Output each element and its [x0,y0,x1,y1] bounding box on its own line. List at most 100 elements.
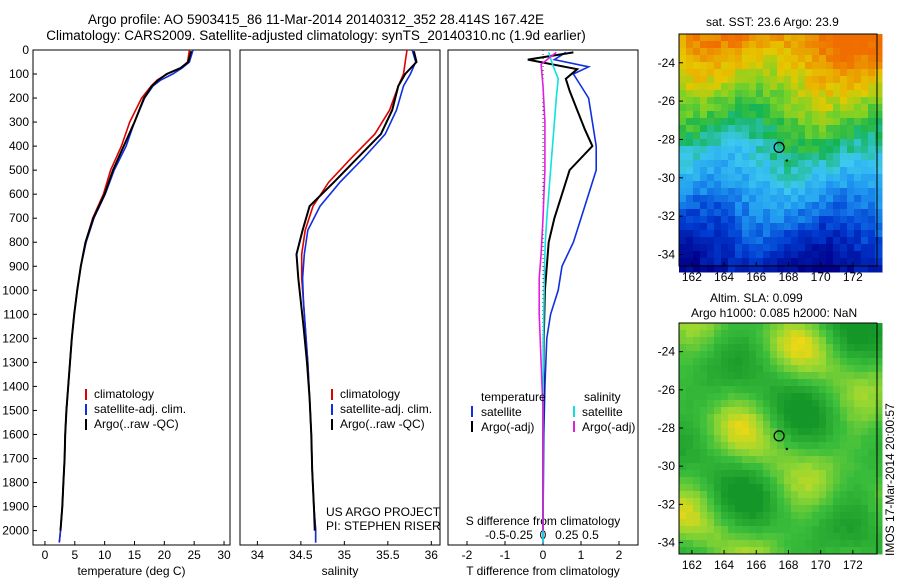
map-cell [833,421,841,429]
map-cell [847,442,855,450]
map-cell [742,428,750,436]
map-cell [854,139,862,147]
map-cell [721,202,729,210]
map-cell [784,251,792,259]
map-frame [678,33,878,267]
map-cell [707,230,715,238]
map-cell [854,104,862,112]
map-cell [861,428,869,436]
map-cell [798,216,806,224]
map-cell [714,181,722,189]
map-cell [805,125,813,133]
map-cell [819,379,827,387]
map-cell [714,358,722,366]
map-cell [714,265,722,273]
map-cell [798,90,806,98]
map-cell [791,470,799,478]
map-cell [735,379,743,387]
map-cell [819,484,827,492]
map-cell [819,244,827,252]
map-cell [861,181,869,189]
x-tick-label: 20 [158,548,172,562]
map-cell [693,55,701,63]
map-cell [833,244,841,252]
map-cell [847,125,855,133]
map-cell [770,351,778,359]
map-cell [777,209,785,217]
map-cell [735,125,743,133]
legend-label: Argo(-adj) [582,420,635,434]
map-cell [686,337,694,345]
map-cell [868,195,876,203]
map-cell [819,435,827,443]
map-cell [693,62,701,70]
map-cell [707,55,715,63]
map-cell [756,48,764,56]
map-cell [861,365,869,373]
map-cell [833,104,841,112]
map-cell [847,407,855,415]
x-tick-label: 0 [42,548,49,562]
map-cell [707,372,715,380]
map-cell [791,111,799,119]
map-cell [805,258,813,266]
map-cell [854,323,862,331]
map-cell [686,153,694,161]
map-cell [819,104,827,112]
map-cell [847,512,855,520]
map-cell [826,167,834,175]
map-cell [791,428,799,436]
map-cell [749,414,757,422]
map-cell [875,512,883,520]
map-cell [784,484,792,492]
map-cell [847,41,855,49]
map-cell [854,428,862,436]
map-cell [770,330,778,338]
map-cell [700,195,708,203]
map-cell [861,244,869,252]
map-cell [847,181,855,189]
map-cell [875,547,883,555]
map-cell [777,400,785,408]
map-cell [854,435,862,443]
map-cell [819,526,827,534]
map-cell [693,393,701,401]
map-cell [721,146,729,154]
map-cell [847,491,855,499]
map-cell [868,76,876,84]
map-cell [763,174,771,182]
map-cell [861,358,869,366]
map-cell [735,223,743,231]
map-cell [812,365,820,373]
map-cell [735,174,743,182]
map-cell [686,174,694,182]
map-cell [812,111,820,119]
map-cell [714,512,722,520]
map-cell [833,174,841,182]
map-cell [784,139,792,147]
map-cell [875,498,883,506]
map-cell [868,344,876,352]
map-cell [777,76,785,84]
map-cell [686,223,694,231]
map-cell [735,181,743,189]
map-cell [770,34,778,42]
map-cell [805,244,813,252]
map-cell [854,400,862,408]
map-cell [868,505,876,513]
map-cell [749,125,757,133]
map-cell [686,379,694,387]
map-cell [854,258,862,266]
map-cell [714,372,722,380]
map-cell [763,456,771,464]
map-cell [763,323,771,331]
map-cell [742,540,750,548]
map-cell [826,519,834,527]
map-cell [840,265,848,273]
map-cell [784,393,792,401]
map-cell [749,90,757,98]
map-cell [861,351,869,359]
map-cell [875,181,883,189]
map-cell [812,251,820,259]
map-cell [798,209,806,217]
